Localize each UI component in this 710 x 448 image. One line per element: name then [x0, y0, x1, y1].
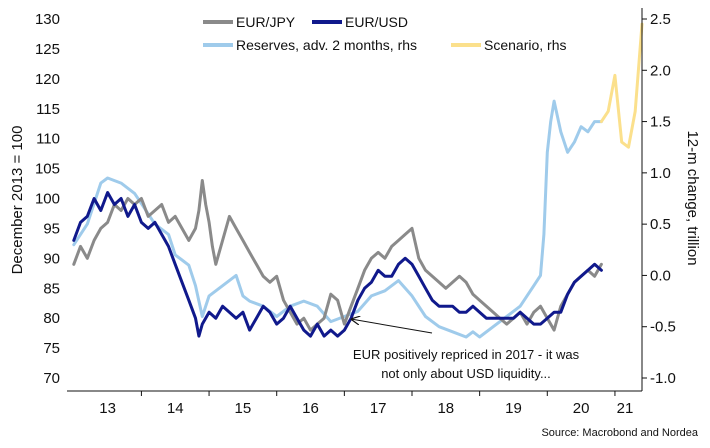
x-tick-label: 17	[370, 400, 387, 417]
right-tick-label: 0.0	[650, 267, 671, 284]
left-tick-label: 85	[43, 280, 60, 297]
annotation: EUR positively repriced in 2017 - it was…	[352, 319, 580, 381]
series-line-eurusd	[72, 191, 603, 338]
left-tick-label: 110	[36, 131, 60, 148]
right-tick-label: 2.0	[650, 62, 671, 79]
left-tick-label: 75	[43, 340, 60, 357]
left-tick-label: 120	[35, 71, 60, 88]
x-tick-label: 19	[505, 400, 522, 417]
left-tick-label: 105	[35, 161, 60, 178]
legend-label-scenario: Scenario, rhs	[484, 37, 566, 53]
left-tick-label: 115	[36, 101, 60, 118]
series-layer	[72, 22, 644, 339]
right-tick-label: 0.5	[650, 216, 671, 233]
series-line-eurjpy	[72, 179, 603, 332]
legend-label-eurjpy: EUR/JPY	[236, 14, 296, 30]
left-axis-ticks: 70 75 80 85 90 95 100 105 110 115 120 125 130	[35, 11, 60, 387]
annotation-line-2: not only about USD liquidity...	[381, 366, 551, 381]
x-tick-label: 21	[617, 400, 634, 417]
x-tick-label: 14	[167, 400, 184, 417]
left-tick-label: 125	[35, 41, 60, 58]
x-axis-ticks: 13 14 15 16 17 18 19 20 21	[99, 391, 633, 417]
legend: EUR/JPY EUR/USD Reserves, adv. 2 months,…	[203, 14, 566, 53]
right-tick-label: 2.5	[650, 11, 671, 28]
annotation-line-1: EUR positively repriced in 2017 - it was	[353, 347, 580, 362]
x-tick-label: 13	[99, 400, 116, 417]
right-tick-label: 1.5	[650, 114, 671, 131]
legend-label-eurusd: EUR/USD	[345, 14, 408, 30]
right-tick-label: 1.0	[650, 165, 671, 182]
x-tick-label: 20	[573, 400, 590, 417]
left-tick-label: 95	[43, 220, 60, 237]
left-axis-title: December 2013 = 100	[9, 126, 26, 275]
left-tick-label: 130	[35, 11, 60, 28]
legend-label-reserves: Reserves, adv. 2 months, rhs	[236, 37, 417, 53]
right-tick-label: -0.5	[650, 319, 676, 336]
series-line-reserves	[72, 99, 603, 339]
x-tick-label: 15	[235, 400, 252, 417]
left-tick-label: 70	[43, 370, 60, 387]
left-tick-label: 90	[43, 250, 60, 267]
series-line-scenario	[599, 22, 644, 149]
annotation-arrow	[352, 319, 433, 334]
left-tick-label: 100	[35, 191, 60, 208]
x-tick-label: 16	[302, 400, 319, 417]
source-note: Source: Macrobond and Nordea	[541, 427, 698, 439]
right-axis-ticks: -1.0 -0.5 0.0 0.5 1.0 1.5 2.0 2.5	[642, 11, 676, 387]
x-tick-label: 18	[437, 400, 454, 417]
right-axis-title: 12-m change, trillion	[684, 130, 701, 265]
left-tick-label: 80	[43, 310, 60, 327]
right-tick-label: -1.0	[650, 370, 676, 387]
